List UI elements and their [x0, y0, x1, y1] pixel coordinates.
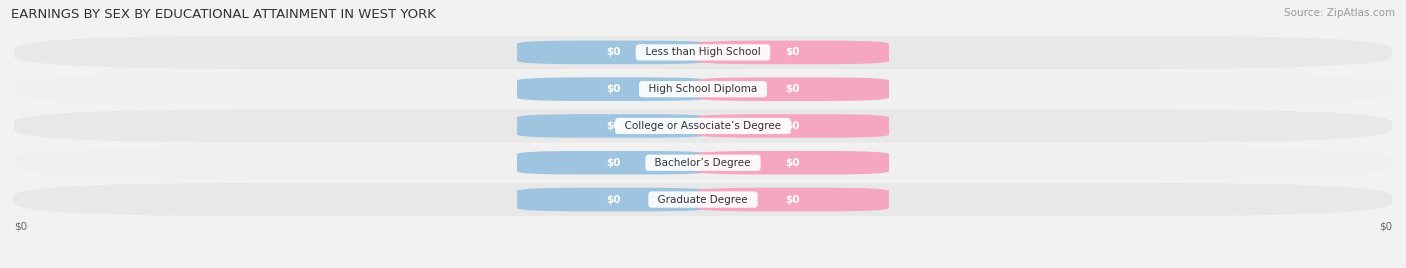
Text: $0: $0 [786, 84, 800, 94]
Text: Graduate Degree: Graduate Degree [651, 195, 755, 204]
Text: $0: $0 [606, 158, 620, 168]
Text: $0: $0 [606, 84, 620, 94]
FancyBboxPatch shape [517, 188, 710, 211]
FancyBboxPatch shape [696, 151, 889, 174]
Text: $0: $0 [786, 195, 800, 204]
FancyBboxPatch shape [517, 77, 710, 101]
FancyBboxPatch shape [14, 36, 1392, 69]
Text: $0: $0 [606, 47, 620, 57]
Text: $0: $0 [786, 121, 800, 131]
FancyBboxPatch shape [14, 146, 1392, 179]
Text: $0: $0 [1379, 222, 1392, 232]
Text: $0: $0 [786, 47, 800, 57]
Text: $0: $0 [606, 121, 620, 131]
FancyBboxPatch shape [696, 188, 889, 211]
Text: $0: $0 [14, 222, 27, 232]
Text: $0: $0 [786, 158, 800, 168]
Text: Bachelor’s Degree: Bachelor’s Degree [648, 158, 758, 168]
Text: $0: $0 [606, 195, 620, 204]
FancyBboxPatch shape [14, 109, 1392, 143]
FancyBboxPatch shape [696, 41, 889, 64]
Text: Less than High School: Less than High School [638, 47, 768, 57]
FancyBboxPatch shape [696, 114, 889, 138]
FancyBboxPatch shape [517, 114, 710, 138]
FancyBboxPatch shape [517, 41, 710, 64]
FancyBboxPatch shape [14, 73, 1392, 106]
FancyBboxPatch shape [696, 77, 889, 101]
FancyBboxPatch shape [14, 183, 1392, 216]
Text: College or Associate’s Degree: College or Associate’s Degree [619, 121, 787, 131]
Text: Source: ZipAtlas.com: Source: ZipAtlas.com [1284, 8, 1395, 18]
FancyBboxPatch shape [517, 151, 710, 174]
Text: High School Diploma: High School Diploma [643, 84, 763, 94]
Text: EARNINGS BY SEX BY EDUCATIONAL ATTAINMENT IN WEST YORK: EARNINGS BY SEX BY EDUCATIONAL ATTAINMEN… [11, 8, 436, 21]
